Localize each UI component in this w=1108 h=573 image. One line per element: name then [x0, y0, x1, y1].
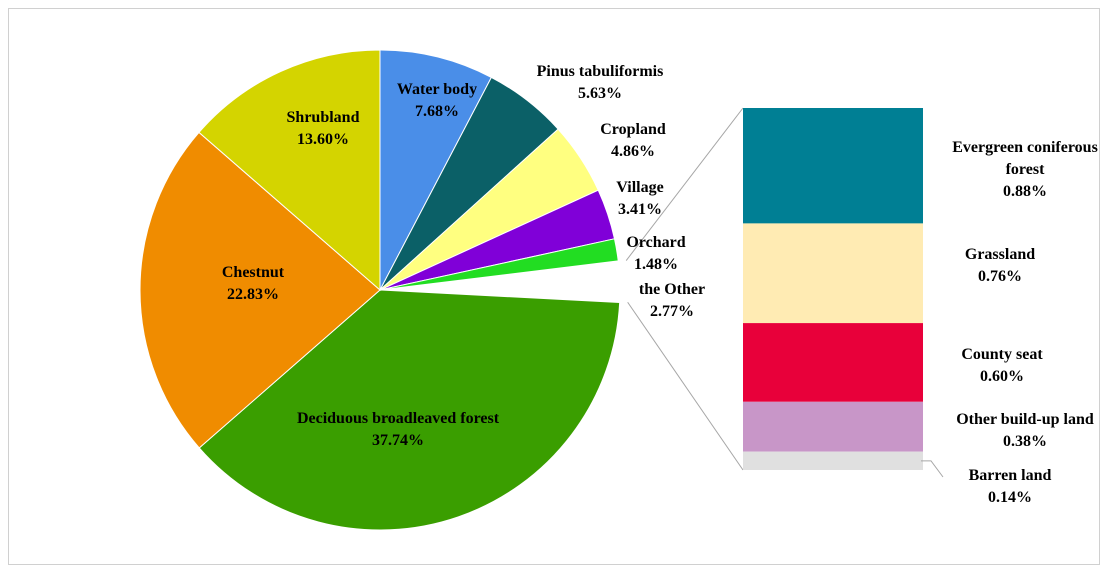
bar-segment — [743, 401, 923, 452]
label-value: 5.63% — [578, 85, 622, 102]
label-value: 13.60% — [297, 131, 349, 148]
label-name: Grassland — [964, 246, 1036, 263]
label-value: 0.76% — [978, 268, 1022, 285]
leader-line — [921, 460, 944, 478]
data-label: Barren land 0.14% — [950, 465, 1070, 509]
label-value: 37.74% — [372, 432, 424, 449]
label-name: Barren land — [968, 467, 1052, 484]
bar-segment — [743, 451, 923, 470]
pie-slice — [198, 289, 621, 531]
bar-segment — [743, 108, 923, 224]
label-value: 1.48% — [634, 256, 678, 273]
data-label: Grassland 0.76% — [940, 244, 1060, 288]
data-label: Shrubland 13.60% — [263, 107, 383, 151]
pie-slice — [379, 238, 619, 291]
label-value: 0.60% — [980, 368, 1024, 385]
data-label: Orchard 1.48% — [606, 232, 706, 276]
label-value: 7.68% — [415, 103, 459, 120]
data-label: the Other 2.77% — [617, 279, 727, 323]
label-value: 0.14% — [988, 489, 1032, 506]
data-label: Chestnut 22.83% — [193, 262, 313, 306]
label-name: Cropland — [600, 121, 666, 138]
pie-slice — [139, 131, 381, 449]
pie-slice — [387, 259, 629, 303]
chart-border — [8, 8, 1100, 565]
data-label: Pinus tabuliformis 5.63% — [515, 61, 685, 105]
label-name: the Other — [638, 281, 706, 298]
connector-line — [625, 107, 744, 261]
data-label: County seat 0.60% — [942, 344, 1062, 388]
label-name: Orchard — [626, 234, 686, 251]
label-value: 22.83% — [227, 286, 279, 303]
bar-segment — [743, 223, 923, 324]
data-label: Evergreen coniferous forest 0.88% — [940, 137, 1108, 203]
label-value: 4.86% — [611, 143, 655, 160]
label-name: Chestnut — [221, 264, 285, 281]
data-label: Water body 7.68% — [377, 79, 497, 123]
data-label: Deciduous broadleaved forest 37.74% — [293, 408, 503, 452]
label-value: 2.77% — [650, 303, 694, 320]
data-label: Village 3.41% — [590, 177, 690, 221]
label-name: County seat — [961, 346, 1043, 363]
label-name: Shrubland — [286, 109, 360, 126]
label-name: Deciduous broadleaved forest — [296, 410, 500, 427]
connector-line — [627, 301, 744, 471]
pie-slice — [198, 49, 381, 292]
bar-segment — [743, 323, 923, 402]
label-value: 0.88% — [1003, 183, 1047, 200]
label-value: 0.38% — [1003, 433, 1047, 450]
label-name: Other build-up land — [956, 411, 1094, 428]
label-name: Pinus tabuliformis — [536, 63, 664, 80]
label-value: 3.41% — [618, 201, 662, 218]
label-name: Village — [616, 179, 664, 196]
data-label: Cropland 4.86% — [578, 119, 688, 163]
data-label: Other build-up land 0.38% — [935, 409, 1108, 453]
label-name: Evergreen coniferous forest — [952, 139, 1098, 178]
label-name: Water body — [396, 81, 478, 98]
pie-slice — [379, 49, 493, 291]
